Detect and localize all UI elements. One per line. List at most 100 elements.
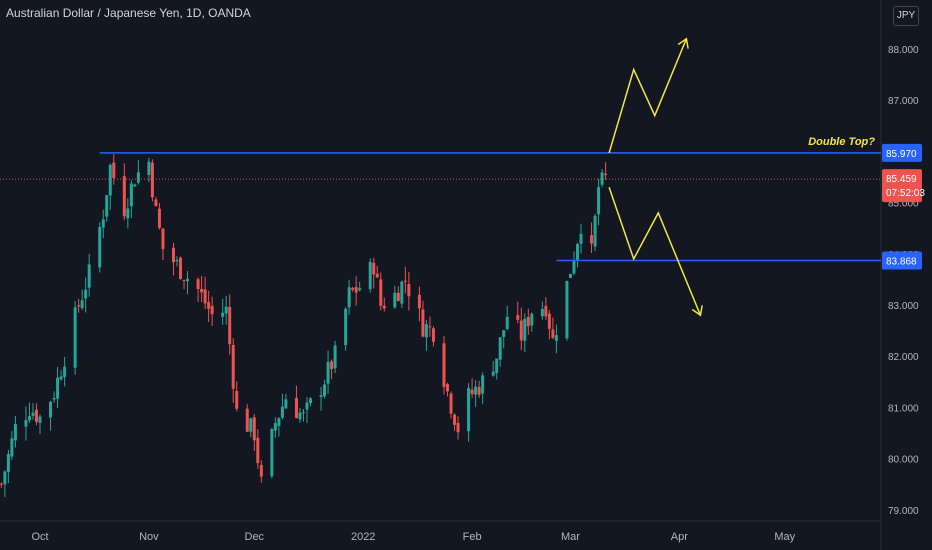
candle-body: [49, 401, 53, 418]
candle-body: [604, 173, 608, 176]
candle-body: [301, 412, 305, 414]
candle-body: [470, 389, 474, 395]
candle-body: [249, 418, 253, 432]
candle-body: [526, 316, 530, 327]
candle-body: [456, 422, 460, 433]
candle-body: [203, 289, 207, 304]
candle-body: [200, 288, 204, 293]
candle-body: [498, 337, 502, 360]
candle-body: [6, 453, 10, 472]
candle-body: [270, 429, 274, 477]
candle-body: [122, 176, 126, 217]
y-tick-label: 80.000: [888, 455, 919, 466]
candle-body: [481, 375, 485, 394]
candle-body: [98, 226, 102, 268]
candle-body: [347, 287, 351, 308]
candle-body: [13, 423, 17, 441]
candle-body: [372, 262, 376, 275]
candle-body: [565, 280, 569, 339]
candle-body: [551, 329, 555, 338]
candle-body: [210, 305, 214, 315]
scenario-path-down: [608, 186, 702, 316]
candle-body: [326, 361, 330, 384]
level-price-label: 83.868: [886, 257, 917, 268]
candle-body: [579, 233, 583, 244]
candle-body: [544, 306, 548, 317]
y-tick-label: 88.000: [888, 45, 919, 56]
candle-body: [491, 371, 495, 376]
countdown-label: 07:52:03: [886, 188, 925, 199]
candle-body: [593, 215, 597, 247]
candle-body: [467, 388, 471, 432]
candle-body: [351, 287, 355, 290]
candle-body: [280, 406, 284, 418]
candle-body: [298, 412, 302, 420]
candle-body: [105, 195, 109, 217]
x-tick-label: 2022: [351, 531, 375, 543]
candle-body: [273, 423, 277, 431]
candle-body: [305, 402, 309, 410]
candle-body: [516, 315, 520, 320]
candle-body: [73, 307, 77, 368]
candle-body: [379, 279, 383, 306]
candle-body: [31, 412, 35, 416]
candle-body: [84, 289, 88, 299]
candle-body: [154, 199, 158, 207]
currency-button[interactable]: JPY: [893, 6, 919, 26]
candle-body: [597, 187, 601, 215]
candle-body: [0, 483, 3, 485]
level-price-tag: [882, 143, 922, 162]
y-tick-label: 85.000: [888, 199, 919, 210]
candle-body: [547, 313, 551, 329]
candle-body: [319, 395, 323, 398]
y-tick-label: 79.000: [888, 506, 919, 517]
candle-body: [600, 172, 604, 185]
annotation-label: Double Top?: [808, 136, 875, 148]
scenario-arrowhead-down: [691, 305, 703, 317]
candle-body: [502, 330, 506, 338]
candle-body: [136, 172, 140, 183]
candle-body: [407, 284, 411, 297]
candle-body: [224, 306, 228, 314]
candle-body: [252, 417, 256, 441]
scenario-path-up: [608, 38, 688, 154]
x-tick-label: Feb: [463, 531, 482, 543]
candle-body: [196, 279, 200, 289]
candle-body: [344, 308, 348, 346]
candle-body: [393, 292, 397, 308]
x-tick-label: Apr: [671, 531, 688, 543]
candle-body: [453, 414, 457, 425]
candle-body: [235, 390, 239, 409]
candle-body: [428, 326, 432, 328]
candle-body: [442, 343, 446, 387]
candle-body: [382, 305, 386, 309]
chart-title: Australian Dollar / Japanese Yen, 1D, OA…: [6, 6, 251, 20]
candle-body: [56, 377, 60, 399]
current-price-tag: [882, 169, 922, 203]
candle-body: [34, 409, 38, 422]
candle-body: [157, 208, 161, 228]
candle-body: [572, 260, 576, 274]
candle-body: [431, 328, 435, 342]
candle-body: [375, 273, 379, 278]
candle-body: [161, 228, 165, 250]
candle-body: [446, 384, 450, 392]
candle-body: [150, 162, 154, 198]
x-tick-label: Oct: [31, 531, 48, 543]
candle-body: [575, 244, 579, 261]
candle-body: [245, 408, 249, 432]
candle-body: [87, 264, 91, 288]
candle-body: [59, 376, 63, 380]
candle-body: [147, 161, 151, 176]
candle-body: [333, 345, 337, 369]
x-tick-label: Mar: [561, 531, 580, 543]
candle-body: [175, 260, 179, 262]
candle-body: [3, 471, 7, 485]
current-price-label: 85.459: [886, 174, 917, 185]
candle-body: [403, 280, 407, 282]
candle-body: [63, 366, 67, 378]
y-tick-label: 83.000: [888, 301, 919, 312]
candle-body: [231, 345, 235, 389]
candle-body: [207, 302, 211, 309]
